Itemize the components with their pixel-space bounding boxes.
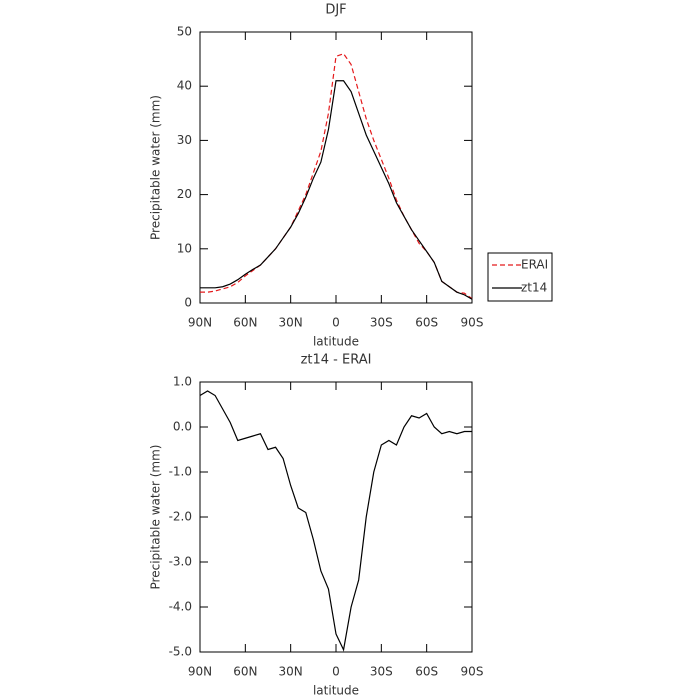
y-tick-label: -3.0 <box>169 555 192 569</box>
y-tick-label: 0.0 <box>173 420 192 434</box>
x-tick-label: 0 <box>332 316 340 330</box>
y-tick-label: -2.0 <box>169 510 192 524</box>
plot-frame <box>199 31 473 304</box>
data-line <box>200 52 473 300</box>
y-tick-label: 1.0 <box>173 375 192 389</box>
x-tick-label: 90N <box>188 316 212 330</box>
x-tick-label: 60N <box>233 316 257 330</box>
y-tick-label: -5.0 <box>169 645 192 659</box>
data-line <box>200 80 473 300</box>
y-tick-label: 10 <box>177 241 192 255</box>
y-tick-label: 30 <box>177 133 192 147</box>
x-tick-label: 60S <box>415 665 438 679</box>
y-tick-label: 20 <box>177 187 192 201</box>
y-axis-label: Precipitable water (mm) <box>149 95 163 240</box>
y-axis-label: Precipitable water (mm) <box>149 445 163 590</box>
x-tick-label: 90S <box>461 665 484 679</box>
y-tick-label: -4.0 <box>169 600 192 614</box>
data-line <box>199 390 472 652</box>
legend-label: ERAI <box>521 258 548 272</box>
x-tick-label: 0 <box>332 665 340 679</box>
y-tick-label: 40 <box>177 79 192 93</box>
chart-title: DJF <box>325 3 346 18</box>
legend-box <box>487 252 553 302</box>
y-tick-label: -1.0 <box>169 465 192 479</box>
x-axis-label: latitude <box>313 684 359 698</box>
x-tick-label: 90N <box>188 665 212 679</box>
plot-frame <box>199 381 473 653</box>
x-tick-label: 90S <box>461 316 484 330</box>
x-axis-label: latitude <box>313 335 359 349</box>
chart-title: zt14 - ERAI <box>301 353 372 368</box>
y-tick-label: 50 <box>177 25 192 39</box>
x-tick-label: 30N <box>279 665 303 679</box>
legend-label: zt14 <box>521 281 547 295</box>
x-tick-label: 60S <box>415 316 438 330</box>
x-tick-label: 30S <box>370 665 393 679</box>
x-tick-label: 30S <box>370 316 393 330</box>
y-tick-label: 0 <box>184 296 192 310</box>
x-tick-label: 30N <box>279 316 303 330</box>
x-tick-label: 60N <box>233 665 257 679</box>
